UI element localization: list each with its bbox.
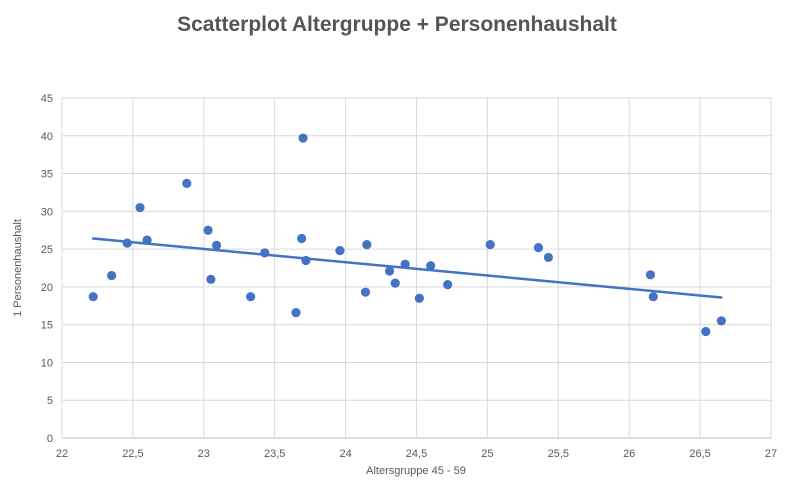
x-tick-label: 27 [765, 448, 777, 460]
y-tick-label: 10 [41, 357, 53, 369]
data-point [390, 278, 400, 288]
data-point [533, 243, 544, 253]
x-tick-label: 22,5 [122, 448, 143, 460]
data-point [384, 266, 395, 276]
data-point [414, 293, 424, 303]
data-point [142, 235, 152, 245]
x-axis-label: Altersgruppe 45 - 59 [366, 465, 466, 477]
y-axis-label: 1 Personenhaushalt [12, 219, 24, 317]
data-point [716, 316, 726, 326]
data-point [645, 270, 656, 280]
y-tick-label: 15 [41, 320, 53, 332]
x-tick-label: 25,5 [548, 448, 569, 460]
data-point [301, 255, 311, 266]
y-tick-label: 5 [47, 395, 53, 407]
y-tick-label: 30 [41, 206, 53, 218]
data-point [701, 326, 711, 337]
data-point [485, 239, 495, 250]
x-tick-label: 25 [481, 448, 493, 460]
data-point [648, 292, 658, 302]
tick-labels: 0 5 10 15 20 25 30 35 40 45 22 22,5 23 23,5 24 24,5 25 25… [41, 93, 777, 460]
data-point [182, 178, 192, 188]
x-tick-label: 23,5 [264, 448, 285, 460]
chart-title: Scatterplot Altergruppe + Personenhausha… [177, 13, 617, 36]
x-tick-label: 23 [198, 448, 210, 460]
y-tick-label: 0 [47, 433, 53, 445]
data-point [107, 270, 117, 281]
x-tick-label: 26 [623, 448, 635, 460]
data-point [360, 287, 371, 297]
data-point [122, 238, 132, 248]
data-point [211, 240, 222, 250]
x-tick-label: 24 [339, 448, 351, 460]
data-point [245, 292, 256, 302]
data-point [335, 246, 345, 256]
y-tick-label: 25 [41, 244, 53, 256]
data-point [400, 259, 410, 269]
data-point [443, 280, 453, 290]
data-point [135, 202, 145, 213]
x-tick-label: 22 [56, 448, 68, 460]
data-point [298, 133, 308, 143]
y-tick-label: 40 [41, 131, 53, 143]
gridlines [61, 97, 772, 439]
x-tick-label: 26,5 [689, 448, 710, 460]
data-point [362, 239, 372, 250]
data-point [426, 261, 436, 271]
data-point [260, 248, 270, 258]
data-point [291, 307, 301, 318]
y-tick-label: 20 [41, 282, 53, 294]
data-point [203, 225, 213, 235]
data-point [206, 274, 216, 284]
data-point [297, 233, 307, 244]
x-tick-label: 24,5 [406, 448, 427, 460]
y-tick-label: 35 [41, 169, 53, 181]
data-point [88, 292, 98, 302]
y-tick-label: 45 [41, 93, 53, 105]
data-points [88, 133, 726, 337]
data-point [543, 252, 553, 263]
